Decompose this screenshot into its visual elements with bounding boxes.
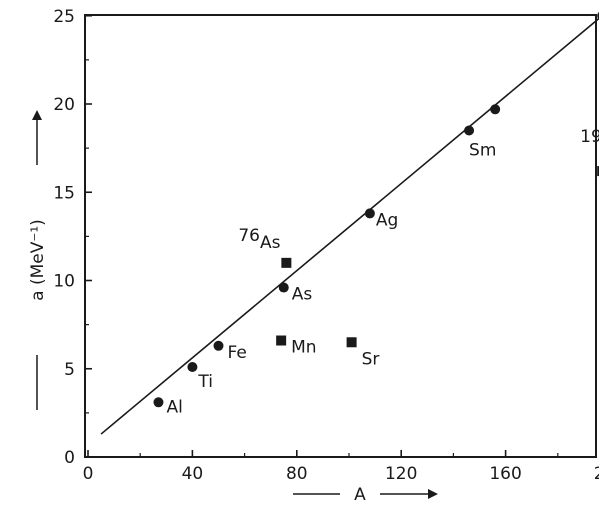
axes	[84, 14, 597, 458]
y-title-group: a (MeV⁻¹)	[28, 110, 48, 410]
point-label: Fe	[228, 343, 247, 363]
point-label: Ag	[376, 210, 398, 230]
axis-titles: Aa (MeV⁻¹)	[28, 110, 438, 505]
data-point	[278, 282, 289, 293]
y-tick-label: 5	[64, 360, 75, 380]
plot-frame	[84, 14, 597, 458]
data-point	[187, 361, 198, 372]
data-point	[597, 166, 599, 177]
x-title-arrowhead	[428, 489, 438, 499]
labels: AlTiFeAsAgSmAu76AsMnSr197Au	[166, 127, 599, 417]
data-point	[153, 397, 164, 408]
y-title-arrowhead	[32, 110, 42, 120]
data-point	[346, 337, 357, 348]
data-point	[276, 335, 287, 346]
y-axis-title: a (MeV⁻¹)	[28, 219, 48, 301]
data-point	[364, 208, 375, 219]
x-tick-label: 0	[83, 464, 94, 484]
y-tick-label: 15	[53, 183, 75, 203]
data-point	[490, 104, 501, 115]
data-point	[464, 125, 475, 136]
data-point	[213, 340, 224, 351]
point-label: Al	[166, 397, 182, 417]
ticks: 0 40 80 120 160 200 0 5 10 15 20 25	[53, 7, 599, 484]
y-tick-label: 20	[53, 95, 75, 115]
y-tick-label: 25	[53, 7, 75, 27]
point-label: 76As	[238, 226, 280, 253]
marks	[153, 11, 599, 408]
x-tick-label: 120	[385, 464, 417, 484]
x-tick-label: 40	[182, 464, 204, 484]
x-tick-label: 160	[489, 464, 521, 484]
point-label: Mn	[291, 338, 316, 358]
x-tick-label: 80	[286, 464, 308, 484]
y-tick-label: 10	[53, 272, 75, 292]
point-label: 197Au	[580, 127, 599, 154]
fit-line	[100, 17, 599, 435]
x-axis-title: A	[354, 485, 366, 505]
data-point	[281, 257, 292, 268]
point-label: Ti	[197, 372, 213, 392]
point-label: Sm	[469, 140, 496, 160]
y-tick-label: 0	[64, 448, 75, 468]
point-label: As	[292, 285, 313, 305]
fit-line-group	[100, 17, 599, 435]
x-tick-label: 200	[594, 464, 599, 484]
point-label: Sr	[362, 349, 380, 369]
